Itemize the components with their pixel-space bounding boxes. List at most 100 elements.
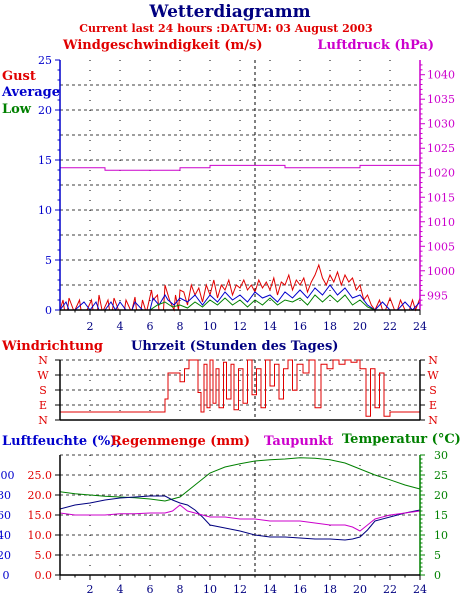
hour-tick: 2: [87, 320, 94, 333]
hour-tick: 14: [263, 583, 277, 596]
rain-tick: 20.0: [28, 489, 53, 502]
direction-tick: N: [428, 414, 438, 427]
wind-direction-lines: [60, 359, 420, 417]
direction-tick: S: [39, 384, 47, 397]
hour-tick: 6: [147, 320, 154, 333]
series-luftfeuchte: [59, 495, 421, 541]
hour-tick: 12: [233, 320, 247, 333]
hour-tick: 24: [413, 583, 427, 596]
humidity-tick: 60: [0, 509, 11, 522]
dewpoint-label: Taupunkt: [264, 434, 333, 449]
humidity-tick: 100: [0, 469, 15, 482]
direction-tick: W: [427, 369, 439, 382]
legend-gust: Gust: [2, 69, 36, 84]
humidity-axis-title: Luftfeuchte (%),: [2, 434, 121, 449]
wind-direction-axes: [55, 359, 425, 421]
pressure-tick: 1025: [427, 142, 455, 155]
temperature-tick: 25: [434, 469, 448, 482]
chart-title: Wetterdiagramm: [148, 2, 310, 22]
hour-tick: 8: [177, 583, 184, 596]
hour-tick: 14: [263, 320, 277, 333]
wind-direction-title: Windrichtung: [1, 339, 103, 354]
series-average: [59, 284, 421, 312]
wind-pressure-grid: [60, 60, 420, 310]
pressure-tick: 995: [427, 289, 448, 302]
hour-tick: 10: [203, 583, 217, 596]
humidity-tick: 80: [0, 489, 11, 502]
rain-tick: 0.0: [35, 569, 53, 582]
chart-subtitle: Current last 24 hours :DATUM: 03 August …: [79, 22, 372, 35]
wind-direction-tick-labels: N NW WS SE EN N: [37, 354, 439, 427]
legend-low: Low: [2, 102, 32, 117]
legend-average: Average: [1, 85, 60, 100]
hour-tick: 22: [383, 320, 397, 333]
wind-pressure-lines: [59, 164, 421, 312]
pressure-tick: 1040: [427, 69, 455, 82]
series-wind-direction: [60, 359, 420, 417]
pressure-tick: 1010: [427, 216, 455, 229]
series-taupunkt: [59, 504, 421, 532]
temperature-tick: 5: [434, 549, 441, 562]
direction-tick: N: [38, 354, 48, 367]
hour-tick: 4: [117, 583, 124, 596]
series-temperatur: [59, 457, 421, 502]
wind-speed-tick: 5: [45, 254, 52, 267]
rain-axis-title: Regenmenge (mm): [111, 434, 250, 449]
series-luftdruck: [60, 164, 420, 171]
temperature-axis-title: Temperatur (°C): [342, 432, 461, 447]
temperature-tick: 20: [434, 489, 448, 502]
hour-tick: 10: [203, 320, 217, 333]
wind-pressure-tick-labels: 0510152025995100010051010101510201025103…: [38, 54, 455, 333]
pressure-tick: 1020: [427, 167, 455, 180]
pressure-axis-title: Luftdruck (hPa): [317, 38, 434, 53]
climate-tick-labels: 0 20 40 60 80 100 0.0 5.0 10.0 15.0 20.0 25.0 0 5 10 15…: [0, 449, 448, 596]
wind-speed-tick: 25: [38, 54, 52, 67]
humidity-tick: 0: [3, 569, 10, 582]
wind-speed-tick: 0: [45, 304, 52, 317]
rain-tick: 5.0: [35, 549, 53, 562]
hour-axis-title: Uhrzeit (Stunden des Tages): [131, 339, 338, 354]
hour-tick: 16: [293, 320, 307, 333]
wind-speed-tick: 20: [38, 104, 52, 117]
temperature-tick: 10: [434, 529, 448, 542]
climate-lines: [59, 457, 421, 541]
direction-tick: S: [429, 384, 437, 397]
rain-tick: 25.0: [28, 469, 53, 482]
rain-tick: 15.0: [28, 509, 53, 522]
direction-tick: E: [39, 399, 47, 412]
direction-tick: N: [38, 414, 48, 427]
hour-tick: 24: [413, 320, 427, 333]
rain-tick: 10.0: [28, 529, 53, 542]
wind-speed-tick: 15: [38, 154, 52, 167]
climate-grid: [60, 454, 420, 575]
direction-tick: N: [428, 354, 438, 367]
temperature-tick: 15: [434, 509, 448, 522]
pressure-tick: 1005: [427, 240, 455, 253]
pressure-tick: 1035: [427, 93, 455, 106]
hour-tick: 2: [87, 583, 94, 596]
series-low: [60, 294, 420, 311]
wind-speed-tick: 10: [38, 204, 52, 217]
pressure-tick: 1000: [427, 265, 455, 278]
hour-tick: 12: [233, 583, 247, 596]
hour-tick: 22: [383, 583, 397, 596]
hour-tick: 6: [147, 583, 154, 596]
climate-axes: [55, 454, 425, 580]
hour-tick: 8: [177, 320, 184, 333]
temperature-tick: 30: [434, 449, 448, 462]
humidity-tick: 40: [0, 529, 11, 542]
hour-tick: 16: [293, 583, 307, 596]
wind-speed-axis-title: Windgeschwindigkeit (m/s): [62, 38, 262, 53]
hour-tick: 18: [323, 320, 337, 333]
wind-direction-grid: [60, 359, 420, 420]
hour-tick: 20: [353, 320, 367, 333]
wind-pressure-axes: [55, 59, 425, 315]
temperature-tick: 0: [434, 569, 441, 582]
direction-tick: W: [37, 369, 49, 382]
hour-tick: 4: [117, 320, 124, 333]
humidity-tick: 20: [0, 549, 11, 562]
pressure-tick: 1015: [427, 191, 455, 204]
hour-tick: 18: [323, 583, 337, 596]
pressure-tick: 1030: [427, 118, 455, 131]
